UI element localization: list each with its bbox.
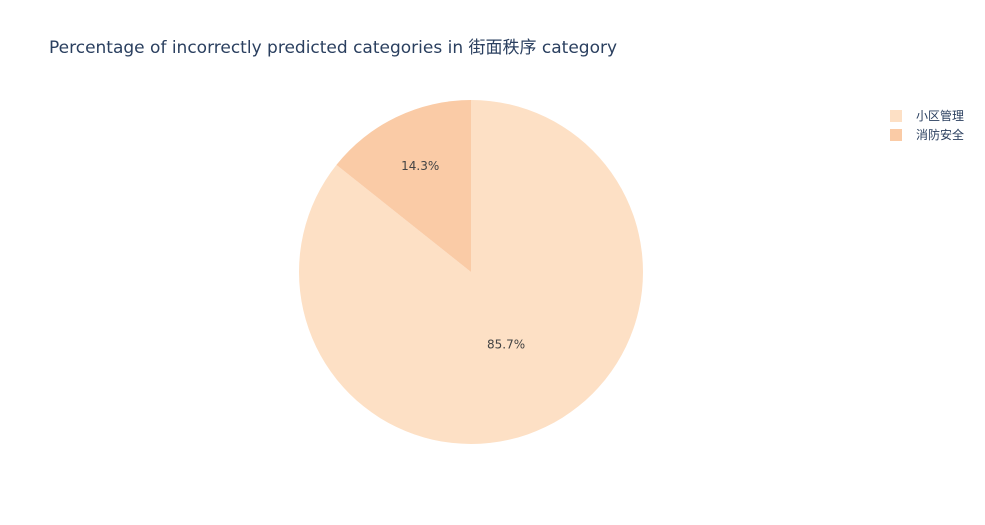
- legend: 小区管理 消防安全: [890, 106, 964, 144]
- pie-slice-labels: 85.7% 14.3%: [401, 159, 525, 351]
- legend-label-1: 消防安全: [916, 128, 965, 142]
- legend-label-0: 小区管理: [916, 109, 965, 123]
- legend-item-1[interactable]: 消防安全: [890, 125, 964, 144]
- legend-swatch-0: [890, 109, 902, 122]
- chart-title: Percentage of incorrectly predicted cate…: [49, 38, 618, 58]
- pie-slice-1[interactable]: [336, 100, 471, 272]
- legend-swatch-1: [890, 128, 902, 141]
- pie-slices: [299, 100, 644, 444]
- pie-slice-label-0: 85.7%: [487, 337, 525, 351]
- pie-slice-0[interactable]: [299, 100, 644, 444]
- pie-slice-label-1: 14.3%: [401, 159, 439, 173]
- legend-item-0[interactable]: 小区管理: [890, 106, 964, 125]
